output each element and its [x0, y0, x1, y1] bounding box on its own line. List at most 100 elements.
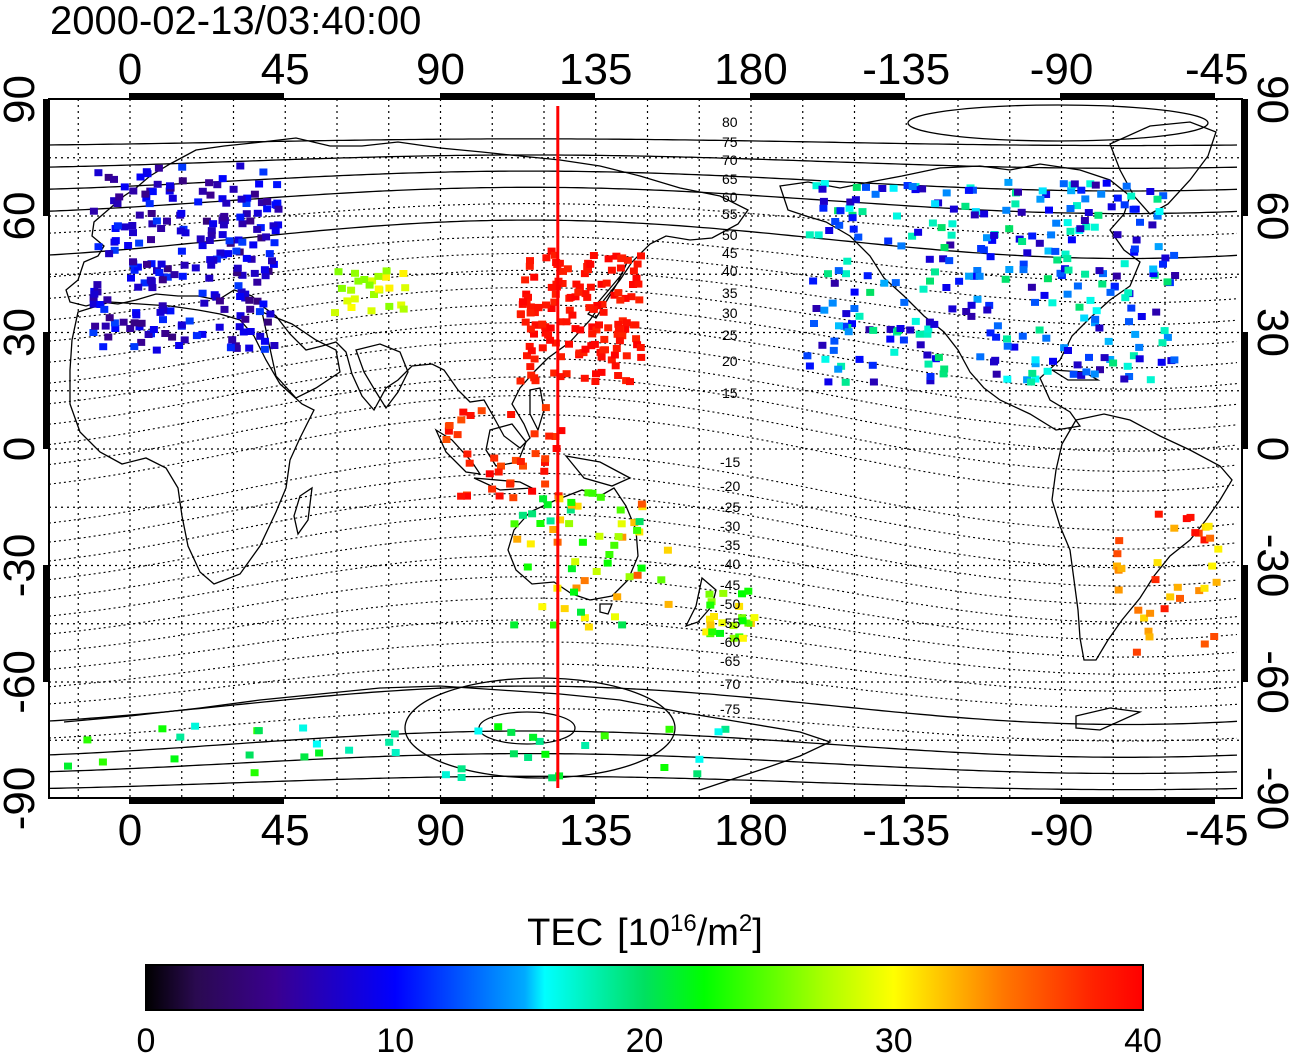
tec-pixel — [143, 260, 151, 268]
tec-pixel — [511, 456, 520, 464]
tec-pixel — [166, 307, 175, 315]
colorbar-tick-label: 30 — [875, 1022, 913, 1057]
tec-pixel — [236, 293, 245, 300]
tec-pixel — [586, 283, 595, 291]
tec-pixel — [1091, 315, 1100, 323]
tec-pixel — [581, 742, 590, 749]
tec-pixel — [597, 368, 606, 376]
tec-pixel — [1107, 203, 1116, 211]
tec-pixel — [627, 293, 636, 301]
tec-pixel — [866, 288, 875, 296]
tec-pixel — [507, 728, 516, 736]
tec-pixel — [180, 261, 189, 269]
mlat-contour — [48, 414, 1238, 492]
tec-pixel — [1146, 188, 1155, 195]
tec-pixel — [556, 373, 565, 381]
tec-pixel — [441, 771, 450, 779]
tec-pixel — [136, 173, 145, 181]
tec-pixel — [928, 219, 937, 227]
tec-pixel — [543, 501, 552, 509]
tec-pixel — [1146, 609, 1155, 617]
tec-pixel — [924, 360, 933, 368]
tec-pixel — [132, 311, 141, 319]
mlat-label: -75 — [720, 701, 740, 717]
tec-pixel — [612, 252, 621, 260]
tec-pixel — [562, 370, 571, 378]
tec-pixel — [849, 225, 858, 233]
tec-pixel — [1163, 278, 1172, 286]
tec-pixel — [1077, 371, 1086, 379]
tec-pixel — [738, 617, 747, 625]
tec-pixel — [523, 352, 531, 360]
tec-pixel — [1153, 195, 1162, 203]
tec-pixel — [269, 260, 278, 268]
tec-pixel — [1063, 290, 1072, 298]
tec-pixel — [530, 430, 539, 438]
mlat-label: -25 — [720, 499, 740, 515]
tec-pixel — [453, 431, 462, 439]
tec-pixel — [235, 323, 244, 331]
tec-pixel — [541, 455, 550, 463]
tec-pixel — [523, 563, 532, 571]
tec-pixel — [1134, 606, 1143, 614]
tec-pixel — [529, 733, 538, 741]
tec-pixel — [181, 229, 190, 237]
tec-pixel — [1059, 180, 1068, 188]
tec-pixel — [1144, 627, 1153, 635]
tec-pixel — [835, 221, 844, 229]
tec-pixel — [578, 538, 587, 546]
tec-pixel — [207, 227, 216, 235]
tec-pixel — [312, 740, 321, 748]
tec-pixel — [224, 250, 233, 258]
tec-pixel — [962, 308, 971, 315]
tec-pixel — [555, 495, 564, 503]
latitude-tick-label: -30 — [1248, 534, 1292, 598]
tec-pixel — [526, 309, 535, 317]
tec-pixel — [347, 286, 356, 294]
tec-pixel — [918, 185, 927, 193]
tec-pixel — [735, 602, 744, 610]
tec-pixel — [93, 281, 102, 289]
tec-pixel — [399, 305, 408, 313]
tec-pixel — [263, 198, 272, 205]
tec-pixel — [1002, 206, 1011, 214]
longitude-tick-label: 135 — [559, 806, 632, 855]
tec-pixel — [239, 328, 248, 336]
tec-pixel — [111, 325, 120, 332]
tec-pixel — [202, 217, 211, 225]
tec-pixel — [89, 329, 98, 336]
tec-pixel — [547, 283, 556, 291]
tec-pixel — [382, 267, 391, 275]
tec-pixel — [124, 242, 133, 249]
tec-pixel — [1064, 347, 1072, 354]
tec-pixel — [542, 254, 551, 262]
tec-pixel — [538, 344, 547, 352]
tec-pixel — [207, 261, 216, 269]
tec-pixel — [263, 318, 272, 326]
tec-pixel — [354, 277, 363, 285]
tec-pixel — [632, 335, 641, 343]
longitude-tick-label: -45 — [1185, 806, 1249, 855]
tec-pixel — [265, 250, 274, 258]
tec-pixel — [593, 302, 602, 309]
tec-pixel — [1149, 270, 1158, 278]
tec-pixel — [153, 180, 162, 188]
tec-pixel — [868, 361, 877, 369]
tec-pixel — [695, 755, 704, 763]
tec-pixel — [268, 257, 276, 265]
mlat-contour — [48, 554, 1238, 623]
tec-pixel — [1086, 180, 1095, 188]
tec-pixel — [738, 634, 747, 642]
tec-pixel — [597, 280, 606, 288]
tec-pixel — [1035, 239, 1044, 247]
tec-pixel — [213, 181, 222, 189]
tec-pixel — [570, 588, 578, 596]
tec-pixel — [1214, 545, 1223, 553]
tec-pixel — [1104, 337, 1113, 345]
tec-pixel — [351, 269, 359, 277]
tec-pixel — [148, 284, 157, 292]
tec-pixel — [222, 199, 231, 207]
latitude-tick-label: 30 — [1248, 308, 1292, 357]
tec-pixel — [544, 331, 553, 339]
